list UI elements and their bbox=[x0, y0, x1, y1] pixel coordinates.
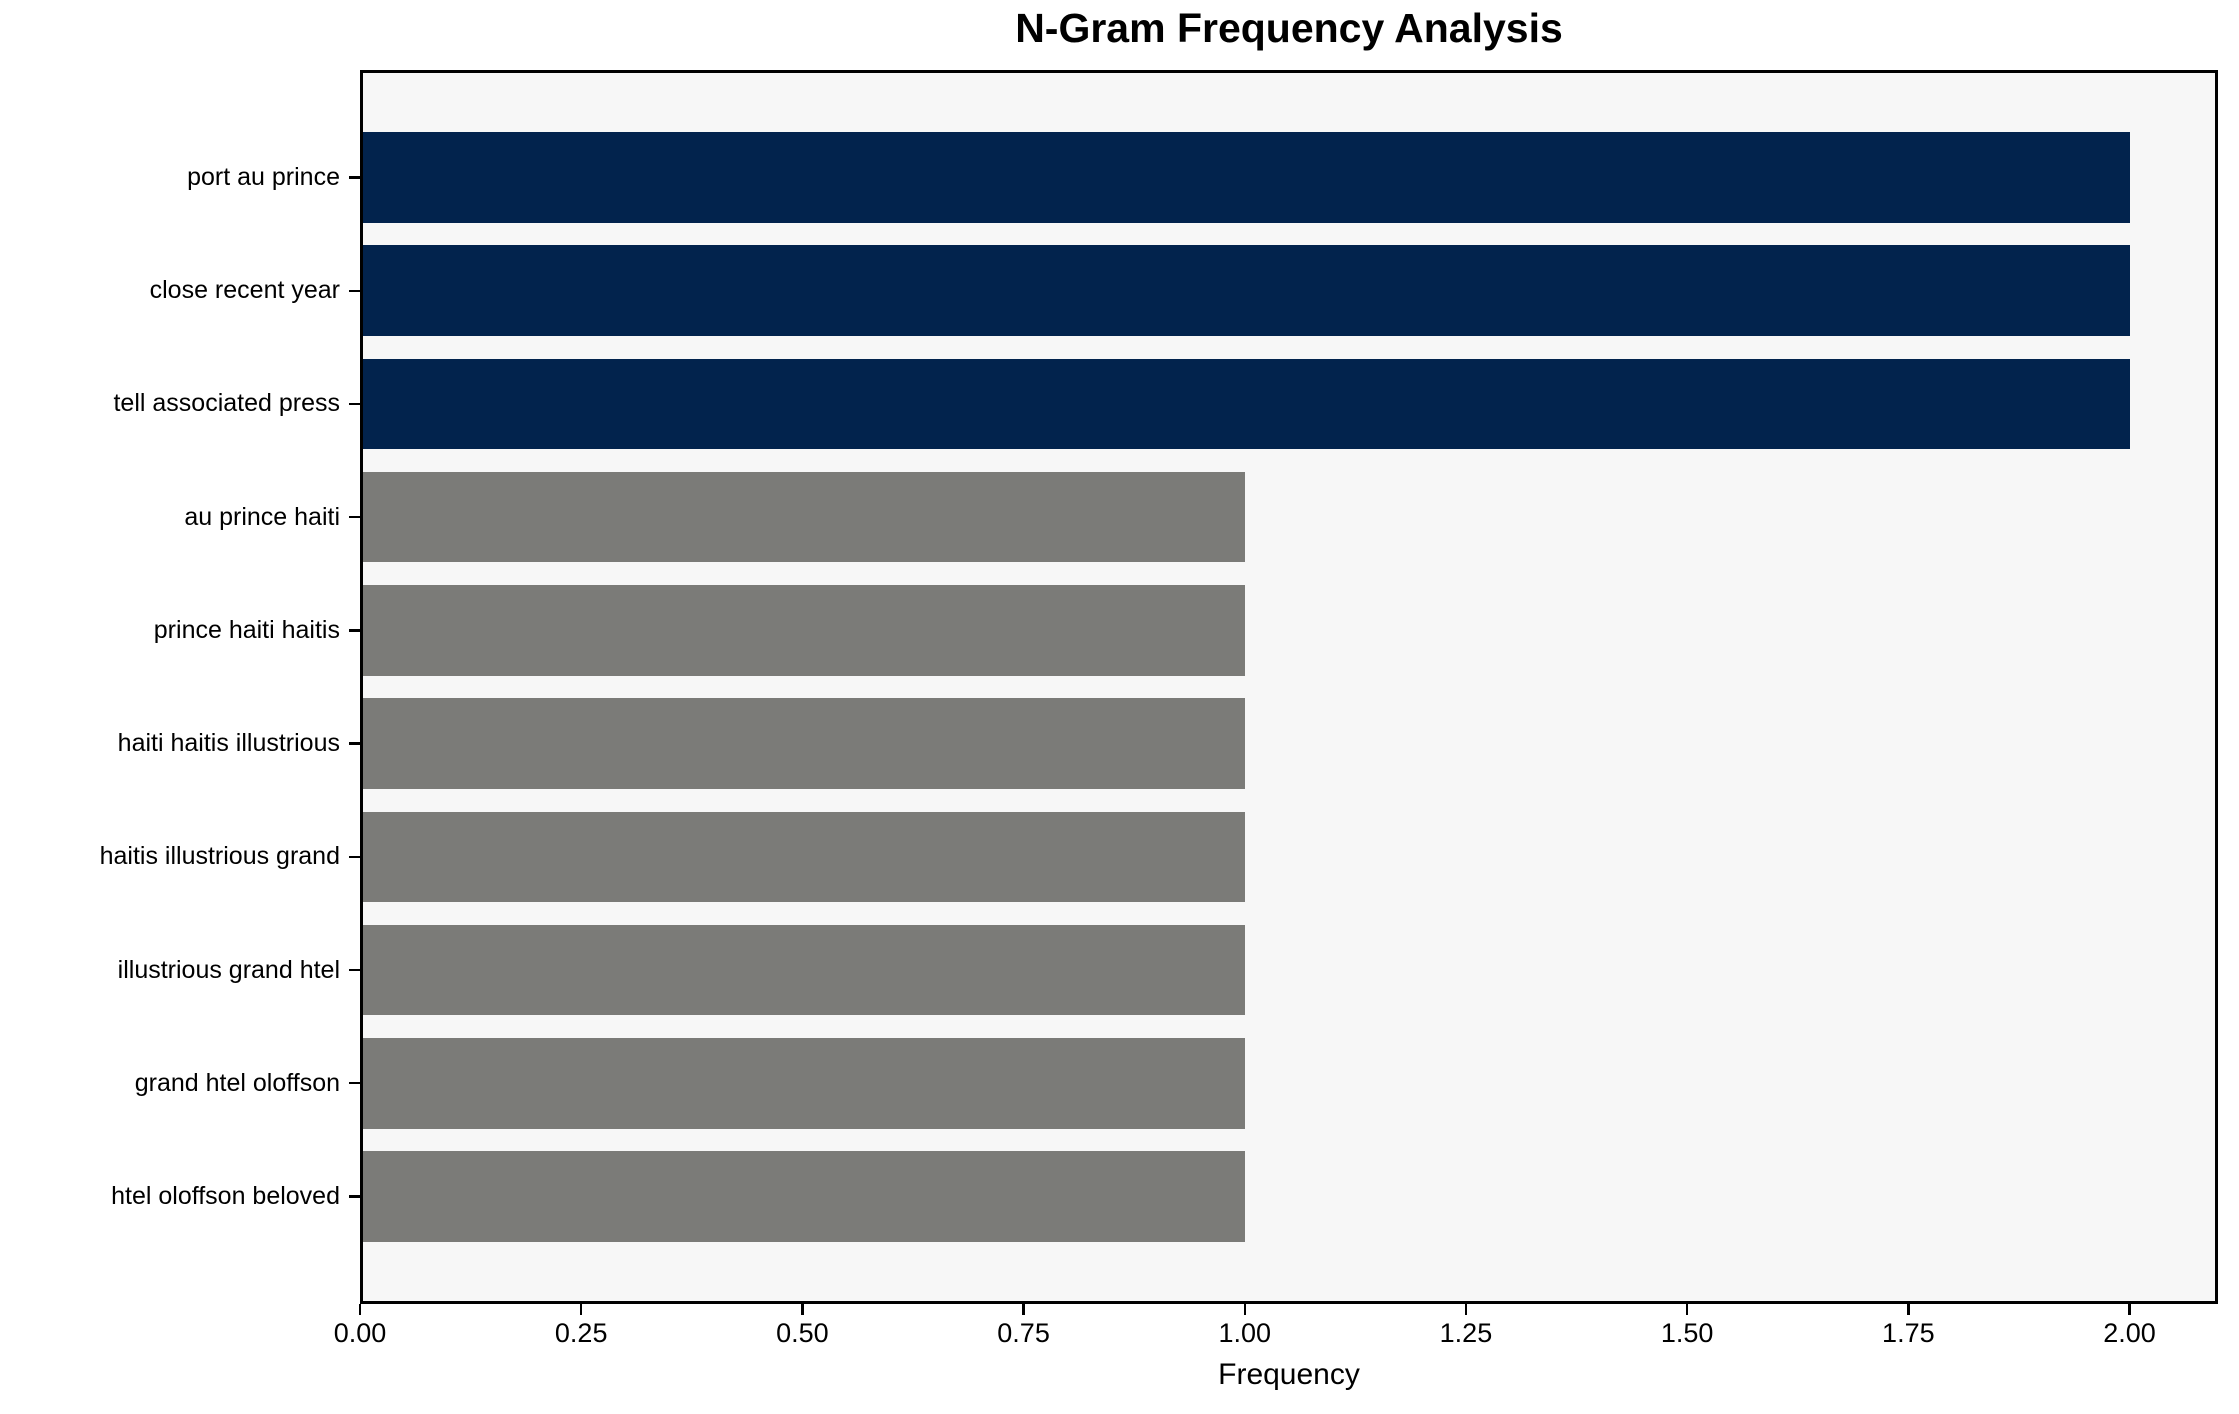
bar bbox=[360, 471, 1245, 563]
x-tick-label: 1.50 bbox=[1660, 1318, 1714, 1348]
y-tick-mark bbox=[349, 1195, 360, 1198]
y-tick-mark bbox=[349, 855, 360, 859]
bar bbox=[360, 811, 1245, 903]
x-tick-mark bbox=[2128, 1304, 2131, 1315]
y-tick-mark bbox=[349, 176, 360, 179]
y-tick-mark bbox=[349, 968, 360, 972]
bar bbox=[360, 1151, 1245, 1242]
y-tick-label: haiti haitis illustrious bbox=[117, 729, 340, 758]
bar bbox=[360, 924, 1245, 1016]
x-tick-mark bbox=[1464, 1304, 1468, 1315]
y-tick-label: htel oloffson beloved bbox=[111, 1181, 340, 1210]
y-tick-mark bbox=[349, 742, 360, 745]
x-tick-label: 0.50 bbox=[776, 1318, 829, 1348]
y-tick-mark bbox=[349, 629, 360, 632]
x-tick-label: 0.00 bbox=[333, 1318, 387, 1348]
x-tick-mark bbox=[579, 1304, 583, 1315]
y-tick-label: close recent year bbox=[149, 276, 340, 305]
y-tick-label: haitis illustrious grand bbox=[99, 842, 340, 871]
plot-area bbox=[360, 70, 2218, 1304]
y-tick-mark bbox=[349, 515, 360, 519]
x-axis-label: Frequency bbox=[1218, 1358, 1360, 1391]
bar bbox=[360, 1037, 1245, 1129]
x-tick-label: 1.25 bbox=[1439, 1318, 1493, 1348]
y-tick-label: grand htel oloffson bbox=[134, 1068, 340, 1097]
x-tick-label: 0.25 bbox=[554, 1318, 608, 1348]
x-tick-label: 1.00 bbox=[1218, 1318, 1272, 1348]
x-tick-mark bbox=[801, 1304, 804, 1315]
y-tick-mark bbox=[349, 402, 360, 406]
y-tick-mark bbox=[349, 1081, 360, 1085]
x-tick-mark bbox=[1243, 1304, 1246, 1315]
y-tick-label: illustrious grand htel bbox=[117, 955, 340, 984]
y-tick-label: au prince haiti bbox=[184, 502, 340, 531]
y-tick-label: port au prince bbox=[187, 163, 340, 192]
bar bbox=[360, 245, 2130, 337]
y-tick-label: prince haiti haitis bbox=[153, 615, 340, 644]
x-tick-label: 1.75 bbox=[1882, 1318, 1935, 1348]
x-tick-mark bbox=[1022, 1304, 1025, 1315]
bar bbox=[360, 585, 1245, 676]
y-tick-label: tell associated press bbox=[113, 389, 340, 418]
bar bbox=[360, 132, 2130, 223]
x-tick-mark bbox=[1907, 1304, 1910, 1315]
bar bbox=[360, 698, 1245, 789]
x-tick-mark bbox=[358, 1304, 362, 1315]
chart-title: N-Gram Frequency Analysis bbox=[1015, 5, 1563, 51]
x-tick-label: 2.00 bbox=[2103, 1318, 2156, 1348]
bar bbox=[360, 358, 2130, 450]
x-tick-label: 0.75 bbox=[997, 1318, 1050, 1348]
y-tick-mark bbox=[349, 289, 360, 292]
x-tick-mark bbox=[1685, 1304, 1689, 1315]
